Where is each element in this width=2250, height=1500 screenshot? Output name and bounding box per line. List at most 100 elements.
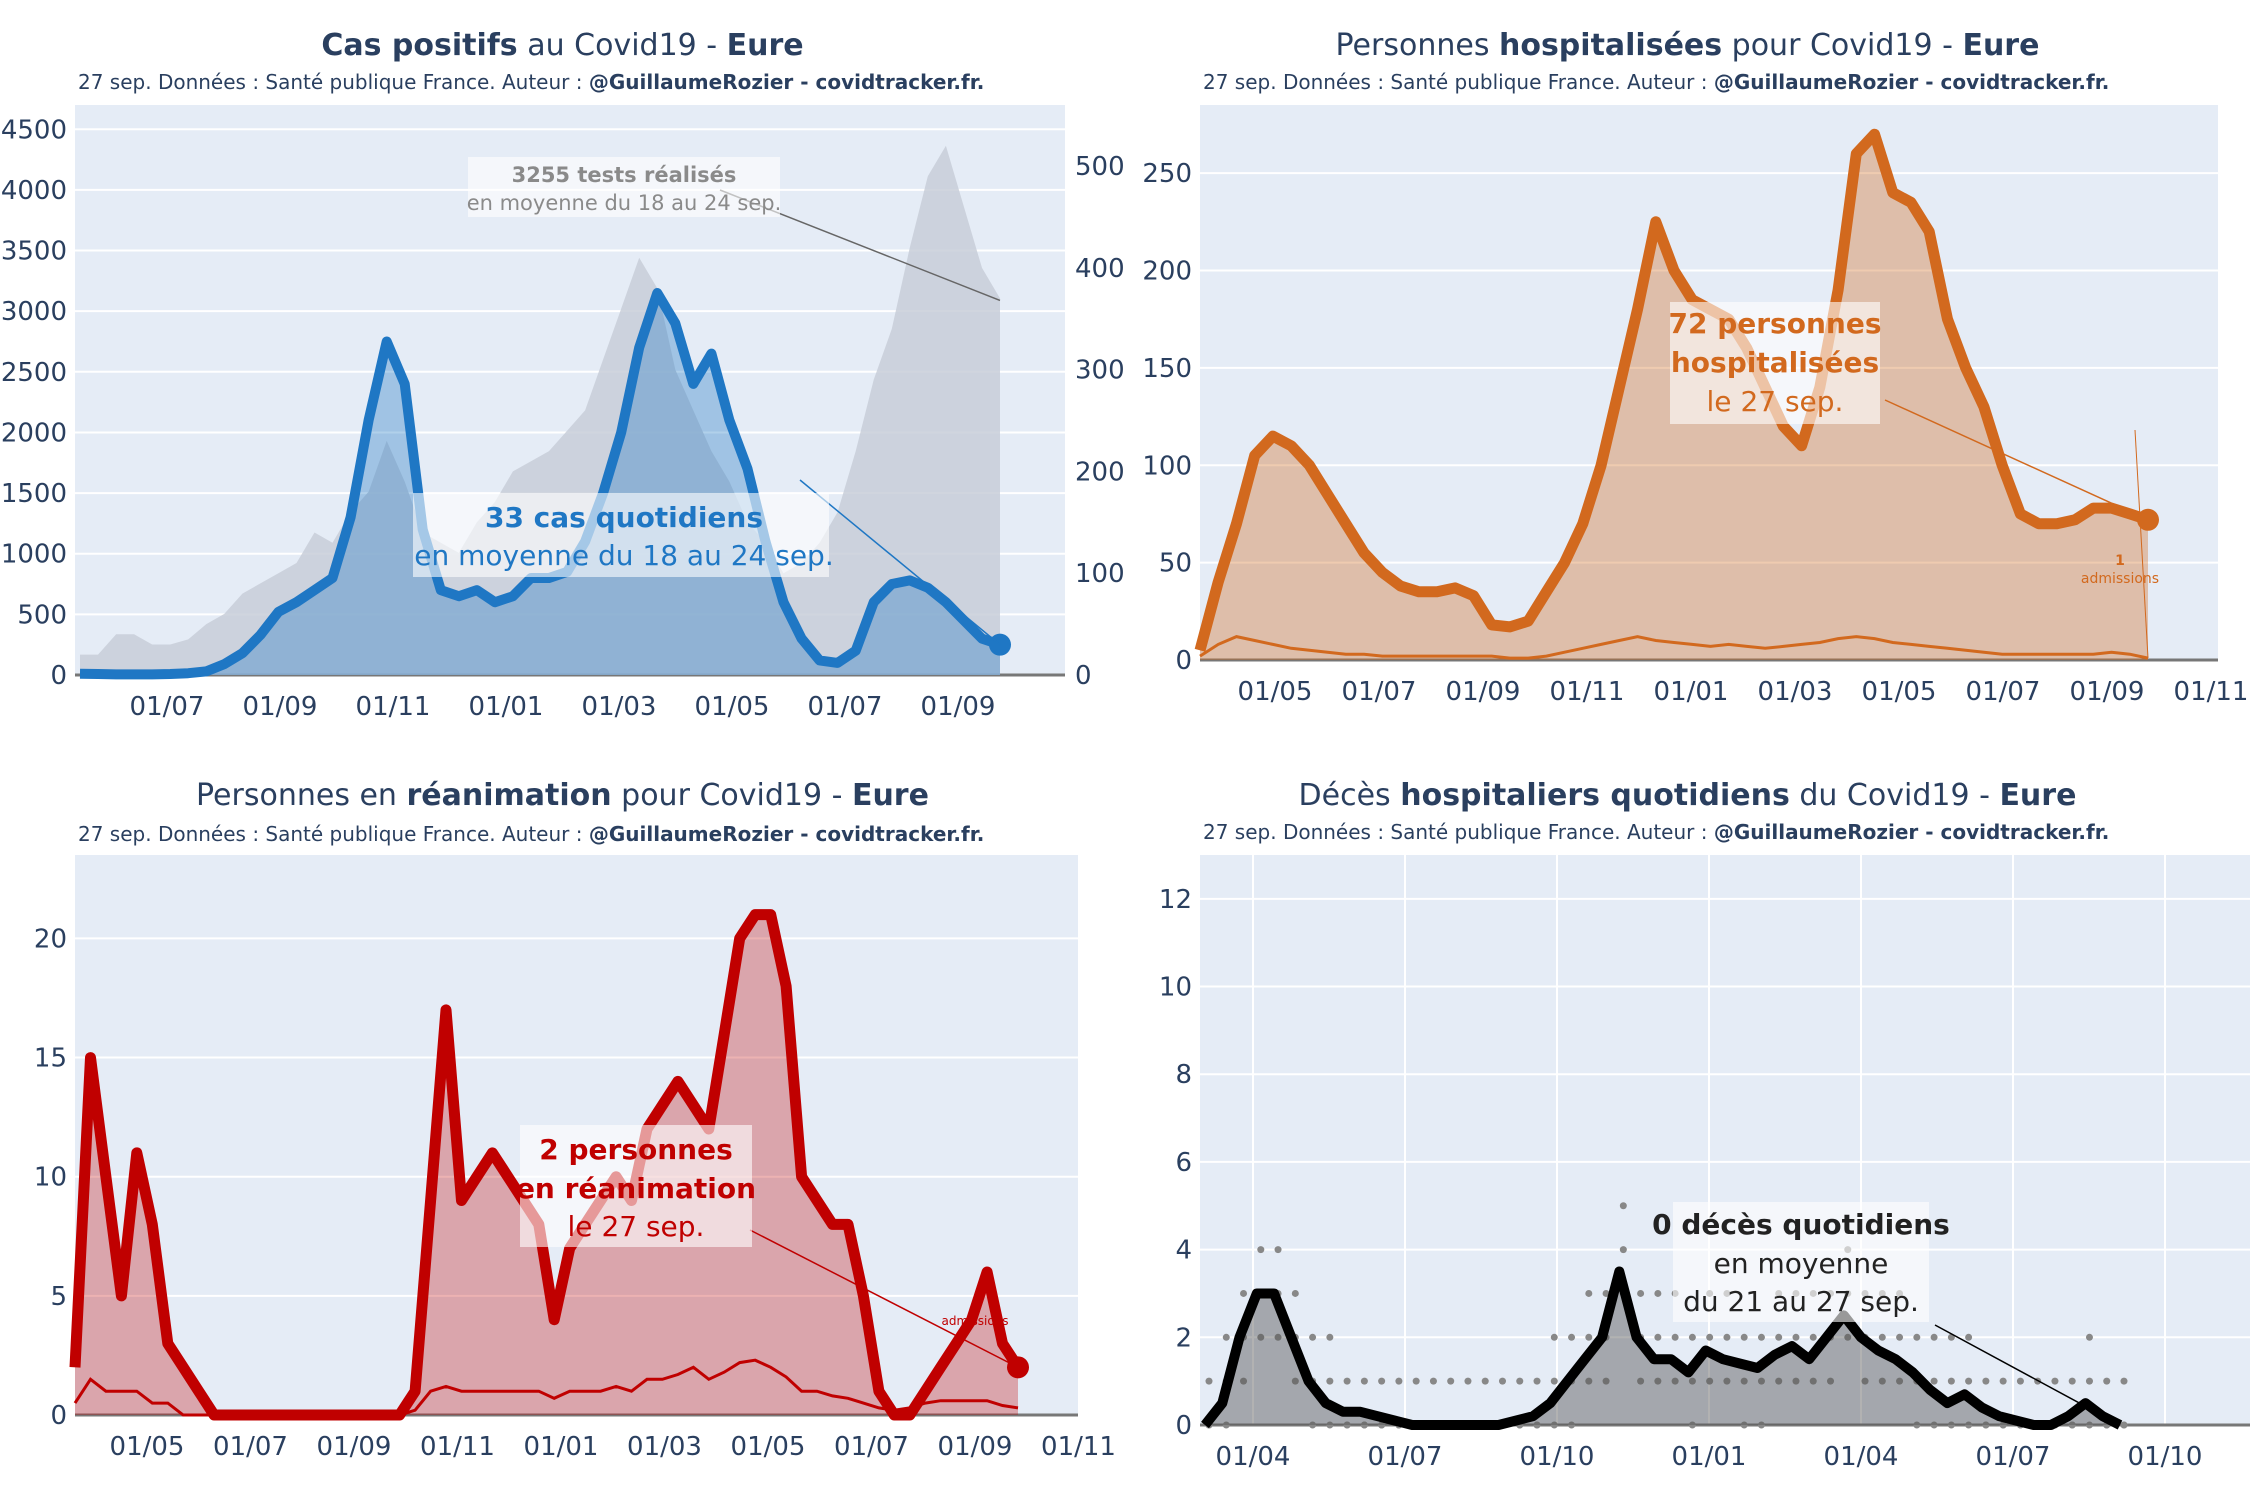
cases-subtitle: 27 sep. Données : Santé publique France.… <box>78 70 985 94</box>
y-tick-label: 5 <box>50 1282 67 1312</box>
hosp-annotation-box <box>1670 302 1880 424</box>
daily-point <box>2085 1377 2093 1385</box>
x-tick-label: 01/04 <box>1824 1442 1899 1472</box>
daily-point <box>2016 1377 2024 1385</box>
deaths-area <box>1205 1271 2120 1425</box>
daily-point <box>1205 1377 1213 1385</box>
rea-title: Personnes en réanimation pour Covid19 - … <box>196 778 929 813</box>
daily-point <box>1982 1421 1990 1429</box>
x-tick-label: 01/03 <box>582 692 657 720</box>
cases-annotation-arrow <box>799 479 1001 646</box>
y-tick-label: 50 <box>1159 549 1192 579</box>
rea-subtitle: 27 sep. Données : Santé publique France.… <box>78 822 985 846</box>
tests-annotation-text: en moyenne du 18 au 24 sep. <box>467 191 782 215</box>
x-tick-label: 01/07 <box>130 692 205 720</box>
x-tick-label: 01/11 <box>2174 677 2249 707</box>
hosp-annotation-date: le 27 sep. <box>1707 385 1844 418</box>
daily-point <box>1481 1377 1489 1385</box>
daily-point <box>1809 1377 1817 1385</box>
y2-tick-label: 0 <box>1075 661 1092 691</box>
daily-point <box>1274 1246 1282 1254</box>
daily-point <box>1706 1333 1714 1341</box>
daily-point <box>2051 1377 2059 1385</box>
daily-point <box>1688 1333 1696 1341</box>
daily-point <box>2068 1377 2076 1385</box>
tests-area <box>80 145 1000 675</box>
daily-point <box>1757 1421 1765 1429</box>
daily-point <box>1602 1289 1610 1297</box>
deaths-annotation-date: du 21 au 27 sep. <box>1683 1285 1919 1318</box>
daily-point <box>1464 1377 1472 1385</box>
x-tick-label: 01/07 <box>213 1432 288 1462</box>
daily-point <box>1360 1421 1368 1429</box>
rea-chart: 0 5 10 15 20 01/05 01/07 01/09 01/11 01/01 01/03 01… <box>34 855 1116 1462</box>
daily-point <box>1447 1377 1455 1385</box>
x-tick-label: 01/10 <box>2128 1442 2203 1472</box>
hosp-subtitle: 27 sep. Données : Santé publique France.… <box>1203 70 2110 94</box>
daily-point <box>1326 1333 1334 1341</box>
x-tick-label: 01/07 <box>1368 1442 1443 1472</box>
x-tick-label: 01/11 <box>1550 677 1625 707</box>
daily-point <box>1809 1333 1817 1341</box>
hosp-annotation-arrow <box>1884 399 2149 521</box>
x-tick-label: 01/09 <box>243 692 318 720</box>
x-tick-label: 01/09 <box>2070 677 2145 707</box>
rea-annotation-box <box>520 1125 752 1247</box>
daily-point <box>1688 1421 1696 1429</box>
daily-point <box>1688 1377 1696 1385</box>
admissions-annotation-text: admissions <box>2081 571 2159 587</box>
daily-point <box>1930 1421 1938 1429</box>
hosp-line <box>1194 128 2150 652</box>
x-tick-label: 01/11 <box>1041 1432 1116 1462</box>
daily-point <box>1568 1333 1576 1341</box>
daily-point <box>1533 1377 1541 1385</box>
daily-point <box>1637 1289 1645 1297</box>
y-tick-label: 1000 <box>1 540 67 570</box>
hosp-annotation-title: 72 personnes <box>1669 307 1882 340</box>
x-tick-label: 01/07 <box>808 692 883 720</box>
x-tick-label: 01/07 <box>1976 1442 2051 1472</box>
daily-point <box>1965 1333 1973 1341</box>
daily-point <box>1654 1333 1662 1341</box>
daily-point <box>1309 1421 1317 1429</box>
daily-point <box>1222 1333 1230 1341</box>
rea-annotation-title2: en réanimation <box>516 1172 756 1205</box>
x-tick-label: 01/01 <box>469 692 544 720</box>
daily-point <box>1757 1377 1765 1385</box>
daily-point <box>1550 1421 1558 1429</box>
admissions-annotation-value: 1 <box>2115 553 2125 569</box>
daily-point <box>2120 1421 2128 1429</box>
y-tick-label: 0 <box>50 661 67 691</box>
cases-title: Cas positifs au Covid19 - Eure <box>321 28 804 63</box>
daily-point <box>1792 1333 1800 1341</box>
y2-tick-label: 400 <box>1075 254 1125 284</box>
deaths-annotation-text: en moyenne <box>1714 1247 1889 1280</box>
deaths-annotation-title: 0 décès quotidiens <box>1652 1208 1950 1241</box>
daily-point <box>1326 1421 1334 1429</box>
daily-point <box>1740 1421 1748 1429</box>
y-tick-label: 100 <box>1142 451 1192 481</box>
rea-area <box>75 914 1018 1415</box>
plot-background <box>1200 855 2250 1425</box>
rea-annotation-arrow <box>749 1229 1019 1369</box>
y-tick-label: 3500 <box>1 237 67 267</box>
daily-point <box>1861 1377 1869 1385</box>
y-tick-label: 150 <box>1142 354 1192 384</box>
y-tick-label: 6 <box>1175 1148 1192 1178</box>
daily-point <box>1792 1377 1800 1385</box>
y-tick-label: 0 <box>1175 1411 1192 1441</box>
daily-point <box>1723 1377 1731 1385</box>
daily-point <box>1965 1377 1973 1385</box>
daily-point <box>1429 1377 1437 1385</box>
y-tick-label: 250 <box>1142 159 1192 189</box>
daily-point <box>1619 1202 1627 1210</box>
daily-point <box>1378 1421 1386 1429</box>
y-tick-label: 20 <box>34 924 67 954</box>
daily-point <box>1326 1377 1334 1385</box>
daily-point <box>2085 1421 2093 1429</box>
daily-point <box>1412 1377 1420 1385</box>
y2-tick-label: 100 <box>1075 559 1125 589</box>
y-tick-label: 200 <box>1142 257 1192 287</box>
daily-point <box>1757 1333 1765 1341</box>
daily-point <box>1240 1289 1248 1297</box>
